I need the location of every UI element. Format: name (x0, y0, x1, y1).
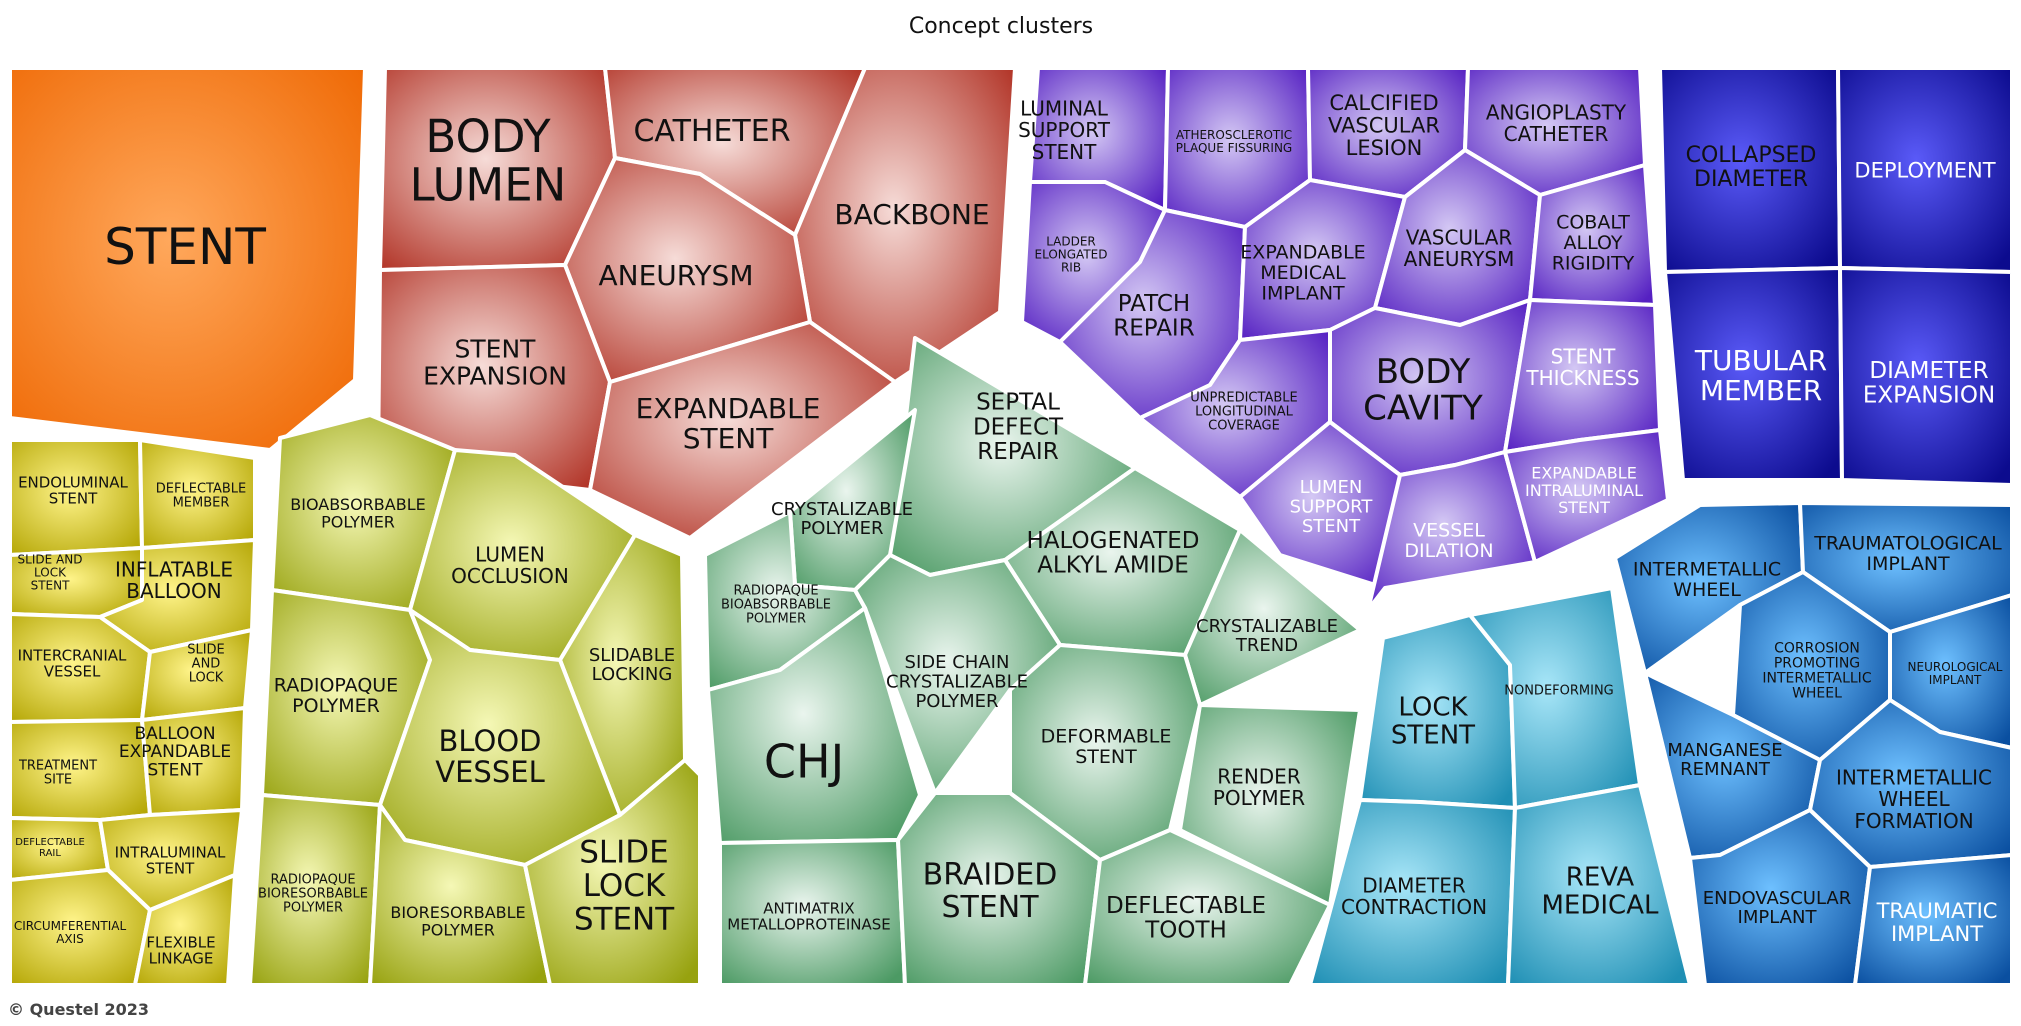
cluster-label-deflectable-member: DEFLECTABLE MEMBER (156, 482, 246, 511)
cluster-label-bioabsorbable-polymer: BIOABSORBABLE POLYMER (290, 495, 425, 531)
cluster-label-inflatable-balloon: INFLATABLE BALLOON (115, 557, 233, 603)
cluster-label-endoluminal-stent: ENDOLUMINAL STENT (18, 473, 128, 507)
cluster-label-expandable-medical-implant: EXPANDABLE MEDICAL IMPLANT (1240, 241, 1365, 304)
cluster-label-septal-defect-repair: SEPTAL DEFECT REPAIR (973, 389, 1064, 465)
cluster-label-patch-repair: PATCH REPAIR (1113, 291, 1194, 342)
cluster-label-vessel-dilation: VESSEL DILATION (1404, 520, 1493, 563)
cluster-label-stent-thickness: STENT THICKNESS (1525, 344, 1639, 390)
cluster-label-traumatological-implant: TRAUMATOLOGICAL IMPLANT (1813, 533, 2002, 576)
cluster-label-traumatic-implant: TRAUMATIC IMPLANT (1876, 899, 1998, 946)
cluster-label-intermetallic-wheel-formation: INTERMETALLIC WHEEL FORMATION (1836, 766, 1992, 833)
cluster-label-render-polymer: RENDER POLYMER (1213, 764, 1305, 810)
cluster-label-calcified-vascular-lesion: CALCIFIED VASCULAR LESION (1328, 91, 1440, 160)
cluster-label-crystalizable-trend: CRYSTALIZABLE TREND (1196, 616, 1338, 656)
cluster-label-slide-lock-stent: SLIDE LOCK STENT (574, 835, 675, 938)
cluster-label-angioplasty-catheter: ANGIOPLASTY CATHETER (1486, 100, 1627, 146)
cluster-label-intraluminal-stent: INTRALUMINAL STENT (115, 843, 226, 877)
cluster-label-intermetallic-wheel: INTERMETALLIC WHEEL (1633, 559, 1781, 602)
cluster-label-body-cavity: BODY CAVITY (1363, 352, 1483, 429)
cluster-label-corrosion-promoting-intermetallic-wheel: CORROSION PROMOTING INTERMETALLIC WHEEL (1762, 640, 1871, 701)
cluster-label-blood-vessel: BLOOD VESSEL (435, 724, 544, 789)
cluster-label-diameter-expansion: DIAMETER EXPANSION (1863, 358, 1995, 409)
cluster-label-lumen-occlusion: LUMEN OCCLUSION (451, 542, 569, 588)
cluster-label-vascular-aneurysm: VASCULAR ANEURYSM (1404, 225, 1515, 271)
copyright-notice: © Questel 2023 (8, 1000, 150, 1019)
cluster-label-halogenated-alkyl-amide: HALOGENATED ALKYL AMIDE (1027, 528, 1200, 579)
cluster-label-nondeforming: NONDEFORMING (1504, 684, 1614, 699)
cluster-label-stent: STENT (104, 218, 266, 276)
cluster-label-side-chain-crystalizable-polymer: SIDE CHAIN CRYSTALIZABLE POLYMER (886, 652, 1028, 712)
cluster-label-treatment-site: TREATMENT SITE (18, 759, 97, 788)
cluster-label-neurological-implant: NEUROLOGICAL IMPLANT (1908, 660, 2003, 687)
cluster-label-stent-expansion: STENT EXPANSION (423, 335, 567, 391)
page-title: Concept clusters (908, 14, 1094, 39)
cluster-label-deformable-stent: DEFORMABLE STENT (1041, 726, 1172, 769)
cluster-label-catheter: CATHETER (633, 114, 790, 149)
cluster-label-bioresorbable-polymer: BIORESORBABLE POLYMER (390, 903, 525, 939)
cluster-label-expandable-stent: EXPANDABLE STENT (636, 392, 821, 455)
cluster-label-backbone: BACKBONE (834, 198, 989, 231)
cluster-label-lock-stent: LOCK STENT (1391, 692, 1475, 750)
cluster-label-collapsed-diameter: COLLAPSED DIAMETER (1686, 143, 1817, 192)
cluster-label-tubular-member: TUBULAR MEMBER (1694, 344, 1827, 407)
cluster-label-slidable-locking: SLIDABLE LOCKING (589, 645, 675, 685)
cluster-label-slide-and-lock: SLIDE AND LOCK (187, 643, 225, 686)
cluster-label-luminal-support-stent: LUMINAL SUPPORT STENT (1018, 97, 1111, 164)
cluster-label-ladder-elongated-rib: LADDER ELONGATED RIB (1035, 234, 1108, 274)
cluster-cell-stent[interactable] (8, 66, 367, 452)
cluster-cell-reva-medical[interactable] (1506, 783, 1692, 987)
cluster-label-deployment: DEPLOYMENT (1854, 159, 1995, 183)
cluster-label-intercranial-vessel: INTERCRANIAL VESSEL (18, 646, 127, 680)
cluster-label-diameter-contraction: DIAMETER CONTRACTION (1341, 873, 1487, 919)
cluster-label-endovascular-implant: ENDOVASCULAR IMPLANT (1703, 888, 1851, 928)
cluster-label-balloon-expandable-stent: BALLOON EXPANDABLE STENT (119, 724, 231, 781)
cluster-label-radiopaque-bioabsorbable-polymer: RADIOPAQUE BIOABSORBABLE POLYMER (721, 584, 831, 627)
cluster-cell-expandable-stent[interactable] (588, 320, 897, 540)
cluster-label-radiopaque-bioresorbable-polymer: RADIOPAQUE BIORESORBABLE POLYMER (258, 873, 368, 916)
cluster-label-antimatrix-metalloproteinase: ANTIMATRIX METALLOPROTEINASE (727, 899, 890, 933)
cluster-cell-slide-lock-stent[interactable] (523, 758, 702, 987)
cluster-label-atherosclerotic-plaque-fissuring: ATHEROSCLEROTIC PLAQUE FISSURING (1176, 128, 1292, 155)
cluster-label-expandable-intraluminal-stent: EXPANDABLE INTRALUMINAL STENT (1525, 464, 1643, 518)
cluster-cell-traumatic-implant[interactable] (1853, 853, 2014, 987)
cluster-label-unpredictable-longitudinal-coverage: UNPREDICTABLE LONGITUDINAL COVERAGE (1190, 391, 1297, 434)
cluster-label-crystalizable-polymer: CRYSTALIZABLE POLYMER (771, 499, 913, 539)
cluster-label-slide-and-lock-stent: SLIDE AND LOCK STENT (18, 552, 83, 592)
cluster-label-manganese-remnant: MANGANESE REMNANT (1667, 740, 1782, 780)
cluster-label-deflectable-tooth: DEFLECTABLE TOOTH (1106, 893, 1266, 944)
cluster-label-braided-stent: BRAIDED STENT (923, 858, 1058, 925)
cluster-label-circumferential-axis: CIRCUMFERENTIAL AXIS (14, 919, 127, 946)
cluster-label-deflectable-rail: DEFLECTABLE RAIL (15, 837, 85, 859)
cluster-label-radiopaque-polymer: RADIOPAQUE POLYMER (274, 675, 398, 718)
cluster-label-flexible-linkage: FLEXIBLE LINKAGE (146, 933, 215, 967)
cluster-cell-flexible-linkage[interactable] (133, 873, 237, 987)
cluster-label-lumen-support-stent: LUMEN SUPPORT STENT (1290, 477, 1374, 537)
cluster-label-chj: CHJ (764, 735, 844, 789)
cluster-cell-diameter-expansion[interactable] (1838, 266, 2014, 487)
cluster-label-reva-medical: REVA MEDICAL (1542, 862, 1659, 920)
cluster-cell-deflectable-tooth[interactable] (1083, 828, 1332, 987)
cluster-cell-expandable-intraluminal-stent[interactable] (1503, 428, 1670, 564)
cluster-label-body-lumen: BODY LUMEN (410, 110, 567, 212)
cluster-label-cobalt-alloy-rigidity: COBALT ALLOY RIGIDITY (1552, 211, 1635, 274)
cluster-label-aneurysm: ANEURYSM (599, 259, 754, 292)
